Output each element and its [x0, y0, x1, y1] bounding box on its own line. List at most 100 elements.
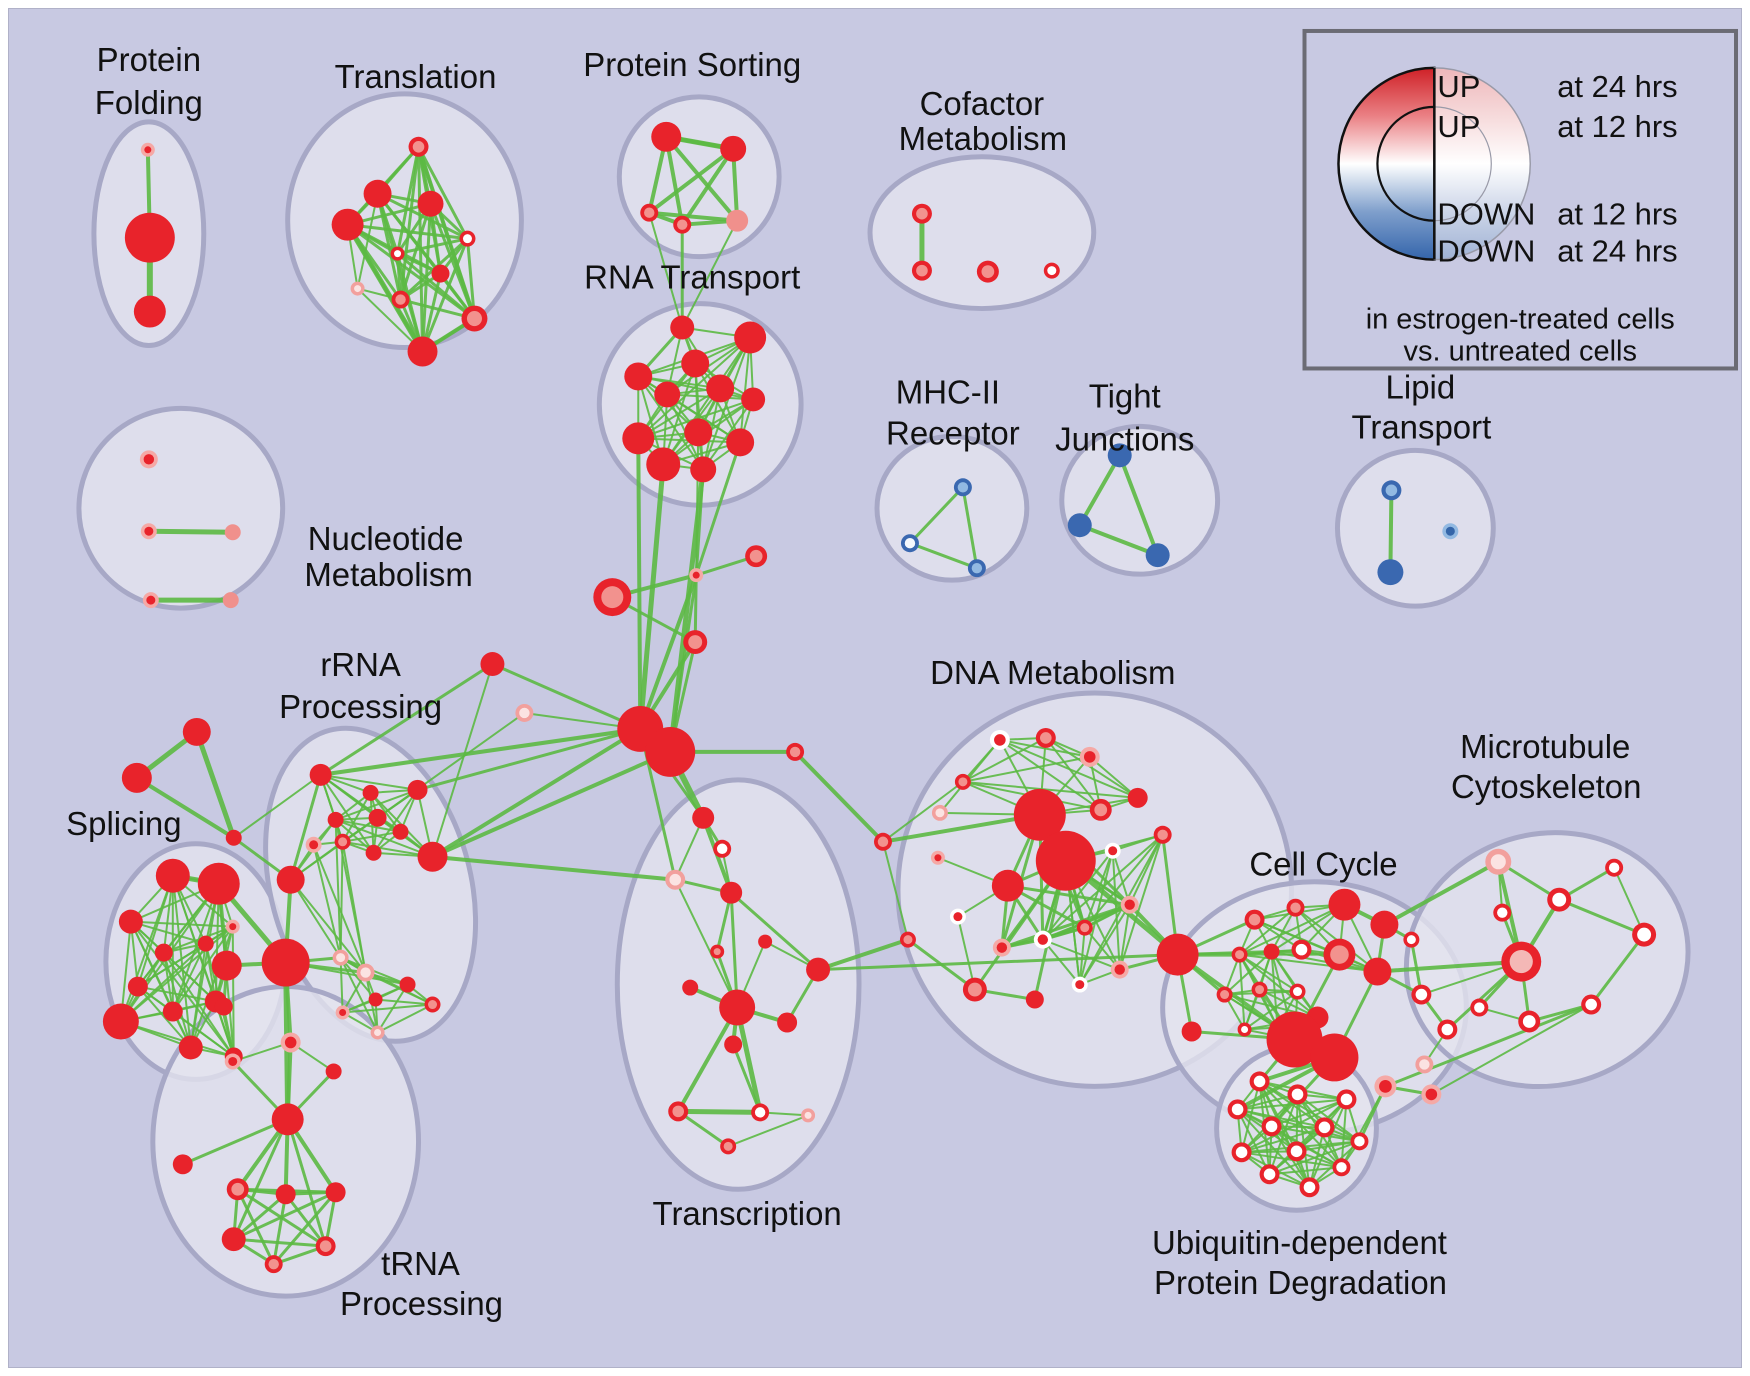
- edge: [1236, 1108, 1311, 1189]
- cluster-label-trna-processing: tRNA: [381, 1245, 460, 1282]
- gene-node-center: [1441, 1023, 1454, 1036]
- gene-node: [368, 992, 383, 1007]
- edge: [136, 985, 217, 1003]
- gene-node: [684, 418, 713, 447]
- edge: [236, 1187, 276, 1266]
- edge: [319, 773, 375, 854]
- edge: [1044, 736, 1102, 811]
- gene-node-center: [1522, 1015, 1536, 1028]
- gene-node-center: [789, 746, 801, 758]
- edge: [376, 1003, 434, 1034]
- gene-node-center: [319, 1240, 332, 1252]
- edge: [648, 211, 684, 329]
- edge: [1243, 990, 1299, 1031]
- edge: [289, 878, 367, 974]
- edge: [272, 1190, 338, 1266]
- gene-node-center: [268, 1258, 279, 1270]
- edge: [289, 773, 323, 882]
- edge: [1270, 950, 1379, 973]
- edge: [430, 854, 678, 882]
- edge: [1238, 953, 1379, 973]
- gene-node: [124, 212, 175, 263]
- edge: [129, 920, 235, 1058]
- cluster-label-nucleotide-metabolism: Nucleotide: [308, 520, 464, 557]
- edge: [129, 920, 234, 928]
- edge: [729, 891, 820, 972]
- gene-node-center: [688, 635, 703, 650]
- gene-node-center: [412, 141, 425, 153]
- edge: [1041, 938, 1081, 986]
- gene-node: [645, 726, 696, 777]
- gene-node-center: [1445, 526, 1455, 536]
- edge: [490, 662, 642, 731]
- gene-node-center: [309, 840, 319, 850]
- edge: [430, 726, 643, 859]
- gene-node-center: [1497, 907, 1508, 918]
- gene-node: [368, 808, 387, 827]
- edge: [1088, 755, 1139, 799]
- edge: [1613, 866, 1646, 936]
- legend-caption-line-1: vs. untreated cells: [1404, 335, 1637, 367]
- legend-glyph-inner-right: [1433, 106, 1492, 222]
- gene-node: [1181, 1021, 1202, 1042]
- gene-node: [363, 179, 392, 208]
- gene-node-center: [672, 1105, 685, 1118]
- gene-node-center: [1419, 1059, 1430, 1070]
- cluster-label-rna-transport: RNA Transport: [584, 259, 800, 296]
- gene-node: [118, 909, 143, 934]
- edge: [637, 461, 666, 732]
- edge: [668, 573, 698, 754]
- edge: [637, 375, 755, 401]
- gene-node: [362, 784, 379, 801]
- gene-node: [1266, 1011, 1323, 1068]
- gene-node-center: [996, 942, 1008, 953]
- gene-node-center: [354, 285, 362, 293]
- edge: [636, 436, 643, 731]
- edge: [1083, 849, 1114, 929]
- gene-node: [431, 264, 450, 283]
- cluster-label-tight-junctions: Junctions: [1055, 420, 1194, 457]
- gene-node: [1263, 943, 1280, 960]
- legend-direction-1: UP: [1437, 109, 1480, 144]
- edge: [793, 749, 885, 844]
- edge: [816, 937, 910, 972]
- gene-node-center: [338, 837, 348, 847]
- gene-node-center: [1425, 1088, 1438, 1101]
- gene-node-center: [1080, 923, 1090, 933]
- gene-node-center: [1354, 1136, 1365, 1147]
- gene-node-center: [336, 953, 346, 963]
- gene-node: [724, 1035, 743, 1054]
- gene-node: [1377, 559, 1404, 586]
- gene-node: [327, 811, 344, 828]
- gene-node: [155, 858, 190, 893]
- gene-node-center: [1157, 829, 1168, 840]
- edge: [637, 375, 705, 471]
- gene-node: [692, 806, 715, 829]
- legend-glyph-inner-left: [1376, 105, 1436, 222]
- edge: [998, 738, 1102, 811]
- edge: [286, 1117, 328, 1248]
- edge: [431, 663, 494, 858]
- edge: [908, 541, 979, 570]
- edge: [318, 726, 643, 777]
- gene-node-center: [692, 571, 700, 579]
- edge: [341, 791, 372, 843]
- gene-node: [1310, 1033, 1359, 1082]
- edge: [1083, 833, 1164, 929]
- edge: [647, 146, 736, 215]
- gene-node-center: [284, 1036, 297, 1049]
- edge: [647, 210, 740, 223]
- edge: [1078, 926, 1086, 986]
- cluster-label-transcription: Transcription: [653, 1195, 842, 1232]
- cluster-label-protein-folding: Folding: [95, 84, 203, 121]
- gene-node-center: [1255, 985, 1265, 995]
- gene-node: [1035, 830, 1096, 891]
- gene-node: [211, 950, 242, 981]
- gene-node-center: [1231, 1103, 1244, 1116]
- cluster-label-lipid-transport: Transport: [1351, 408, 1491, 445]
- edge: [731, 1042, 762, 1114]
- cluster-nucleotide-metabolism: [76, 405, 286, 611]
- gene-node: [162, 1001, 183, 1022]
- edge: [284, 1192, 328, 1248]
- cluster-label-protein-sorting: Protein Sorting: [583, 46, 801, 83]
